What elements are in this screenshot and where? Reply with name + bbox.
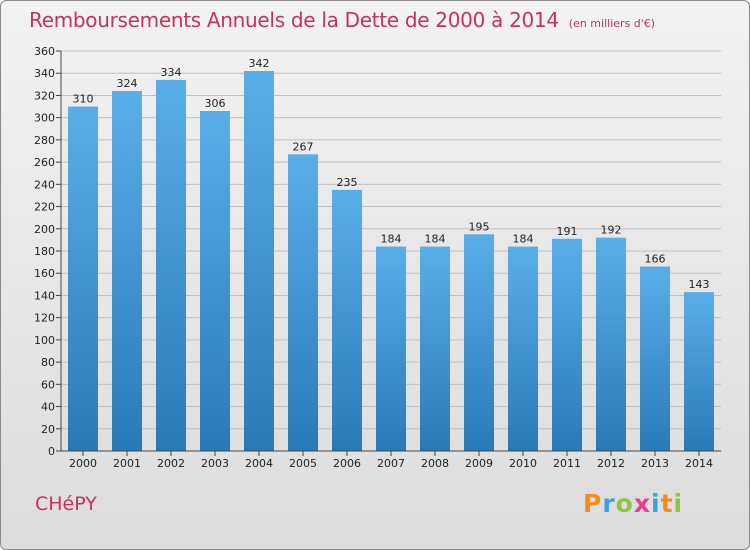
x-tick-label: 2008 bbox=[421, 457, 449, 470]
x-tick-label: 2002 bbox=[157, 457, 185, 470]
y-tick-label: 300 bbox=[34, 112, 55, 125]
data-label-2013: 166 bbox=[645, 253, 666, 266]
data-label-2002: 334 bbox=[161, 66, 182, 79]
data-label-2011: 191 bbox=[557, 225, 578, 238]
y-tick-label: 0 bbox=[48, 445, 55, 458]
y-tick-label: 320 bbox=[34, 89, 55, 102]
bar-2004 bbox=[244, 71, 274, 451]
data-label-2006: 235 bbox=[337, 176, 358, 189]
bar-2011 bbox=[552, 238, 582, 451]
logo-letter: o bbox=[615, 489, 634, 518]
data-label-2010: 184 bbox=[513, 233, 534, 246]
x-axis-ticks: 2000 2001 2002 2003 2004 2005 2006 2007 2008 2009… bbox=[69, 451, 713, 470]
logo-letter: x bbox=[633, 489, 651, 518]
chart-subtitle: (en milliers d'€) bbox=[568, 17, 656, 30]
data-label-2000: 310 bbox=[73, 93, 94, 106]
y-tick-label: 220 bbox=[34, 201, 55, 214]
data-label-2001: 324 bbox=[117, 77, 138, 90]
chart-title: Remboursements Annuels de la Dette de 20… bbox=[29, 8, 655, 32]
bar-2009 bbox=[464, 234, 494, 451]
bars bbox=[68, 71, 714, 452]
bar-2013 bbox=[640, 266, 670, 451]
y-tick-label: 280 bbox=[34, 134, 55, 147]
y-tick-label: 20 bbox=[41, 423, 55, 436]
chart-title-text: Remboursements Annuels de la Dette de 20… bbox=[29, 8, 559, 32]
bar-2014 bbox=[684, 292, 714, 451]
data-label-2004: 342 bbox=[249, 57, 270, 70]
bar-2007 bbox=[376, 246, 406, 451]
logo-letter: i bbox=[673, 489, 684, 518]
y-tick-label: 200 bbox=[34, 223, 55, 236]
bar-2000 bbox=[68, 106, 98, 452]
y-tick-label: 360 bbox=[34, 45, 55, 58]
bar-2012 bbox=[596, 237, 626, 451]
bar-2005 bbox=[288, 154, 318, 452]
x-tick-label: 2012 bbox=[597, 457, 625, 470]
data-label-2008: 184 bbox=[425, 233, 446, 246]
bar-2006 bbox=[332, 189, 362, 451]
y-tick-label: 180 bbox=[34, 245, 55, 258]
x-tick-label: 2009 bbox=[465, 457, 493, 470]
data-label-2003: 306 bbox=[205, 97, 226, 110]
x-tick-label: 2001 bbox=[113, 457, 141, 470]
logo-letter: P bbox=[583, 489, 603, 518]
y-axis-ticks: 0 20 40 60 80 100 120 140 160 180 200 220 240 260 280 3… bbox=[34, 45, 61, 458]
y-tick-label: 140 bbox=[34, 289, 55, 302]
data-label-2009: 195 bbox=[469, 220, 490, 233]
proxiti-logo: Proxiti bbox=[583, 489, 683, 518]
bar-2003 bbox=[200, 111, 230, 451]
data-label-2014: 143 bbox=[689, 278, 710, 291]
y-tick-label: 160 bbox=[34, 267, 55, 280]
bar-2002 bbox=[156, 79, 186, 451]
town-name: CHéPY bbox=[35, 493, 97, 515]
logo-letter: r bbox=[602, 489, 616, 518]
y-tick-label: 80 bbox=[41, 356, 55, 369]
x-tick-label: 2013 bbox=[641, 457, 669, 470]
y-tick-label: 100 bbox=[34, 334, 55, 347]
bar-2008 bbox=[420, 246, 450, 451]
x-tick-label: 2000 bbox=[69, 457, 97, 470]
y-tick-label: 260 bbox=[34, 156, 55, 169]
data-label-2007: 184 bbox=[381, 233, 402, 246]
bar-2010 bbox=[508, 246, 538, 451]
x-tick-label: 2014 bbox=[685, 457, 713, 470]
logo-letter: t bbox=[660, 489, 674, 518]
axes bbox=[60, 51, 721, 452]
x-tick-label: 2010 bbox=[509, 457, 537, 470]
x-tick-label: 2005 bbox=[289, 457, 317, 470]
bar-2001 bbox=[112, 91, 142, 451]
logo-letter: i bbox=[651, 489, 661, 518]
data-label-2005: 267 bbox=[293, 140, 314, 153]
x-tick-label: 2006 bbox=[333, 457, 361, 470]
y-tick-label: 60 bbox=[41, 378, 55, 391]
x-tick-label: 2007 bbox=[377, 457, 405, 470]
y-tick-label: 240 bbox=[34, 178, 55, 191]
data-labels: 310 324 334 306 342 267 235 184 184 195 184 191 192 1… bbox=[73, 57, 710, 291]
x-tick-label: 2004 bbox=[245, 457, 273, 470]
y-tick-label: 40 bbox=[41, 401, 55, 414]
data-label-2012: 192 bbox=[601, 224, 622, 237]
x-tick-label: 2003 bbox=[201, 457, 229, 470]
x-tick-label: 2011 bbox=[553, 457, 581, 470]
y-tick-label: 340 bbox=[34, 67, 55, 80]
y-tick-label: 120 bbox=[34, 312, 55, 325]
